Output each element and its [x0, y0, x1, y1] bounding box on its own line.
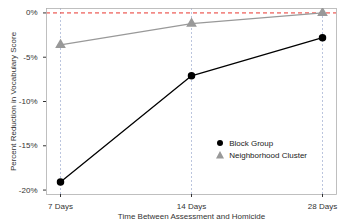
html-text:Neighborhood Cluster: Neighborhood Cluster	[229, 150, 307, 160]
svg-text:14 Days: 14 Days	[177, 202, 206, 211]
svg-text:Time Between Assessment and Ho: Time Between Assessment and Homicide	[118, 212, 266, 221]
svg-text:28 Days: 28 Days	[308, 202, 337, 211]
svg-text:7 Days: 7 Days	[48, 202, 73, 211]
svg-text:Percent Reduction in Vocabular: Percent Reduction in Vocabulary Score	[9, 31, 18, 171]
svg-text:-20%: -20%	[19, 186, 38, 195]
html-text:Block Group: Block Group	[229, 138, 274, 148]
svg-text:-15%: -15%	[19, 141, 38, 150]
svg-text:0%: 0%	[26, 8, 38, 17]
svg-text:-10%: -10%	[19, 97, 38, 106]
svg-text:-5%: -5%	[23, 53, 37, 62]
